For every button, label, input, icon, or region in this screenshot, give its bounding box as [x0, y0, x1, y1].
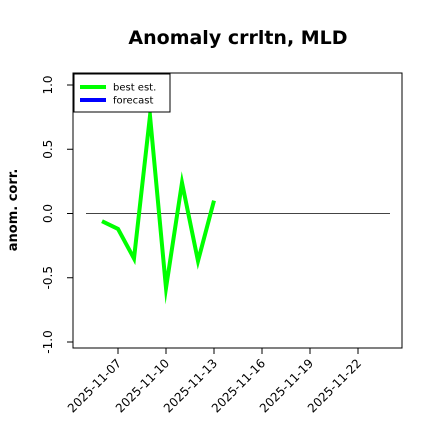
series-line	[101, 96, 216, 305]
y-tick-label: 0.0	[41, 204, 55, 223]
x-axis: 2025-11-072025-11-102025-11-132025-11-16…	[65, 348, 364, 415]
legend-label: forecast	[113, 96, 154, 107]
plot-frame	[72, 72, 403, 349]
chart-title: Anomaly crrltn, MLD	[128, 27, 347, 49]
legend-label: best est.	[113, 83, 156, 94]
y-axis-label: anom. corr.	[6, 169, 21, 252]
y-tick-label: 0.5	[41, 140, 55, 159]
legend: best est. forecast	[73, 73, 171, 113]
legend-box	[73, 73, 171, 113]
y-tick-label: -0.5	[41, 266, 55, 289]
y-axis: -1.0 -0.5 0.0 0.5 1.0	[41, 75, 73, 354]
y-tick-label: 1.0	[41, 75, 55, 94]
series-layer	[101, 96, 216, 305]
y-tick-label: -1.0	[41, 330, 55, 353]
